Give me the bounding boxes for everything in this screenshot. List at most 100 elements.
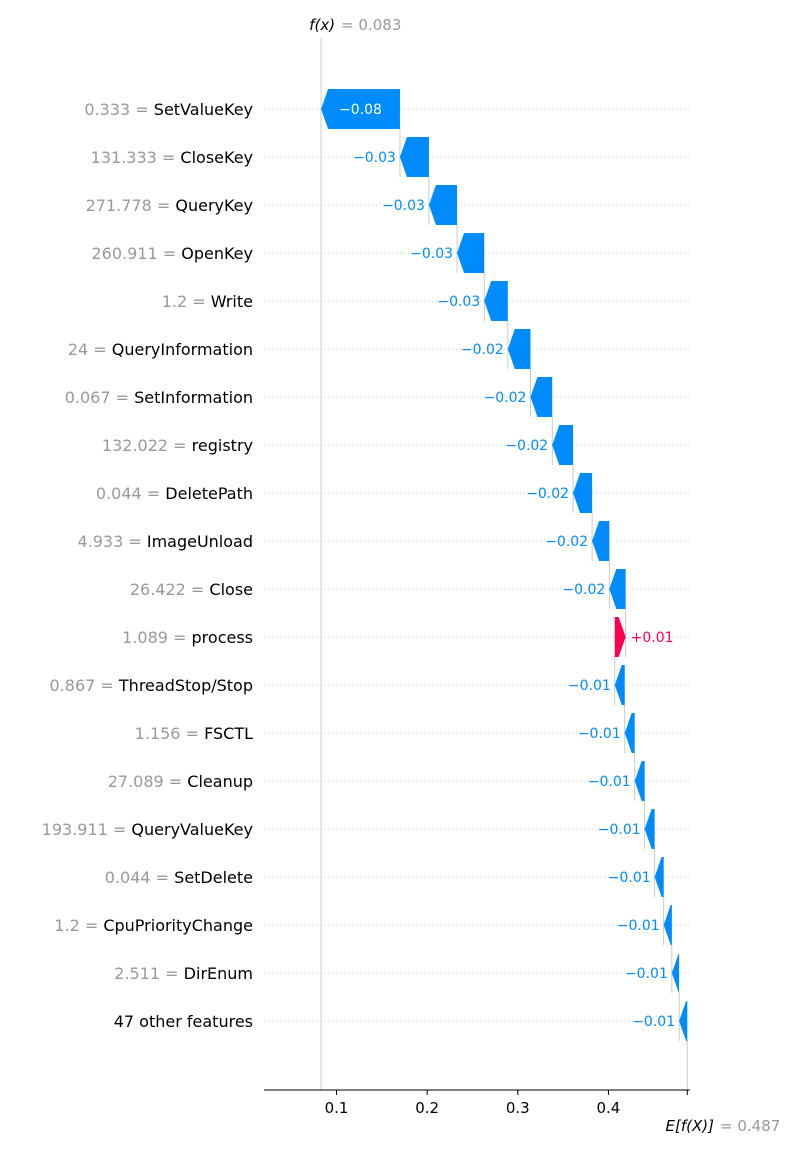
feature-label: 1.2 = CpuPriorityChange bbox=[54, 916, 253, 935]
feature-name: Write bbox=[211, 292, 253, 311]
feature-value: 4.933 = bbox=[77, 532, 146, 551]
efx-value-text: = 0.487 bbox=[720, 1117, 780, 1135]
efx-annotation: E[f(X)] = 0.487 bbox=[666, 1117, 781, 1135]
x-tick-label: 0.3 bbox=[506, 1099, 530, 1117]
contribution-label: −0.02 bbox=[545, 534, 588, 550]
feature-value: 193.911 = bbox=[42, 820, 132, 839]
feature-name: FSCTL bbox=[204, 724, 253, 743]
feature-label: 1.156 = FSCTL bbox=[135, 724, 253, 743]
contribution-label: −0.01 bbox=[598, 822, 641, 838]
feature-label: 47 other features bbox=[114, 1012, 253, 1031]
feature-bar bbox=[507, 329, 531, 369]
feature-name: registry bbox=[192, 436, 253, 455]
x-tick-label: 0.2 bbox=[415, 1099, 439, 1117]
feature-label: 2.511 = DirEnum bbox=[114, 964, 253, 983]
feature-label: 0.044 = SetDelete bbox=[105, 868, 253, 887]
feature-value: 2.511 = bbox=[114, 964, 183, 983]
feature-label: 0.867 = ThreadStop/Stop bbox=[50, 676, 253, 695]
feature-name: process bbox=[192, 628, 253, 647]
feature-bar bbox=[624, 713, 635, 753]
feature-name: CloseKey bbox=[180, 148, 253, 167]
feature-name: CpuPriorityChange bbox=[103, 916, 253, 935]
fx-label: f(x) bbox=[309, 16, 335, 34]
x-axis: 0.1 0.2 0.3 0.4 bbox=[264, 1089, 690, 1117]
x-tick-label: 0.4 bbox=[596, 1099, 620, 1117]
feature-bar bbox=[609, 569, 626, 609]
feature-value: 0.044 = bbox=[105, 868, 174, 887]
feature-name: Cleanup bbox=[187, 772, 253, 791]
feature-name: QueryKey bbox=[175, 196, 253, 215]
feature-label: 1.2 = Write bbox=[162, 292, 253, 311]
feature-value: 0.333 = bbox=[84, 100, 153, 119]
fx-annotation: f(x) = 0.083 bbox=[309, 16, 401, 34]
feature-value: 260.911 = bbox=[92, 244, 182, 263]
feature-bar bbox=[321, 89, 400, 129]
feature-value: 1.089 = bbox=[122, 628, 191, 647]
contribution-label: −0.01 bbox=[608, 870, 651, 886]
contribution-label: −0.01 bbox=[632, 1014, 675, 1030]
contribution-label: −0.01 bbox=[625, 966, 668, 982]
feature-name: SetInformation bbox=[134, 388, 253, 407]
contribution-label: −0.01 bbox=[578, 726, 621, 742]
feature-name: ThreadStop/Stop bbox=[118, 676, 253, 695]
feature-bar bbox=[679, 1001, 688, 1041]
feature-label: 131.333 = CloseKey bbox=[91, 148, 253, 167]
feature-bar bbox=[663, 905, 672, 945]
feature-bar bbox=[592, 521, 610, 561]
feature-name: SetDelete bbox=[174, 868, 253, 887]
feature-bar bbox=[654, 857, 664, 897]
feature-name: 47 other features bbox=[114, 1012, 253, 1031]
feature-value: 1.156 = bbox=[135, 724, 204, 743]
feature-name: OpenKey bbox=[181, 244, 253, 263]
feature-bar bbox=[644, 809, 655, 849]
feature-value: 1.2 = bbox=[54, 916, 103, 935]
feature-bars: −0.08 −0.03 −0.03 −0.03 −0.03 −0.02 −0.02 −0.02… bbox=[321, 89, 688, 1041]
feature-value: 132.022 = bbox=[102, 436, 192, 455]
feature-label: 271.778 = QueryKey bbox=[86, 196, 253, 215]
fx-value-text: = 0.083 bbox=[341, 16, 401, 34]
feature-name: DeletePath bbox=[165, 484, 253, 503]
feature-bar bbox=[428, 185, 458, 225]
contribution-label: −0.03 bbox=[437, 294, 480, 310]
feature-name: SetValueKey bbox=[154, 100, 253, 119]
contribution-label: +0.01 bbox=[631, 630, 674, 646]
feature-bar bbox=[457, 233, 485, 273]
feature-bar bbox=[552, 425, 574, 465]
feature-bar bbox=[484, 281, 508, 321]
feature-bar bbox=[614, 617, 626, 657]
feature-bar bbox=[530, 377, 553, 417]
feature-name: DirEnum bbox=[184, 964, 253, 983]
feature-value: 1.2 = bbox=[162, 292, 211, 311]
contribution-label: −0.01 bbox=[617, 918, 660, 934]
contribution-label: −0.01 bbox=[568, 678, 611, 694]
contribution-label: −0.03 bbox=[353, 150, 396, 166]
contribution-label: −0.03 bbox=[410, 246, 453, 262]
feature-label: 0.333 = SetValueKey bbox=[84, 100, 253, 119]
feature-name: QueryInformation bbox=[112, 340, 253, 359]
x-tick-label: 0.1 bbox=[325, 1099, 349, 1117]
feature-label: 260.911 = OpenKey bbox=[92, 244, 254, 263]
feature-labels: 0.333 = SetValueKey 131.333 = CloseKey 271… bbox=[42, 100, 253, 1031]
feature-name: Close bbox=[209, 580, 253, 599]
feature-value: 24 = bbox=[68, 340, 112, 359]
feature-value: 271.778 = bbox=[86, 196, 176, 215]
feature-value: 27.089 = bbox=[108, 772, 188, 791]
contribution-label: −0.02 bbox=[526, 486, 569, 502]
contribution-label: −0.03 bbox=[382, 198, 425, 214]
contribution-label: −0.02 bbox=[461, 342, 504, 358]
feature-label: 24 = QueryInformation bbox=[68, 340, 253, 359]
feature-label: 132.022 = registry bbox=[102, 436, 253, 455]
feature-value: 26.422 = bbox=[130, 580, 210, 599]
contribution-label: −0.02 bbox=[484, 390, 527, 406]
efx-label: E[f(X)] bbox=[666, 1117, 715, 1135]
feature-value: 0.867 = bbox=[50, 676, 119, 695]
feature-label: 193.911 = QueryValueKey bbox=[42, 820, 253, 839]
feature-name: QueryValueKey bbox=[131, 820, 253, 839]
feature-bar bbox=[573, 473, 593, 513]
feature-value: 0.067 = bbox=[65, 388, 134, 407]
feature-bar bbox=[634, 761, 645, 801]
contribution-label: −0.02 bbox=[562, 582, 605, 598]
feature-bar bbox=[614, 665, 625, 705]
feature-bar bbox=[671, 953, 680, 993]
